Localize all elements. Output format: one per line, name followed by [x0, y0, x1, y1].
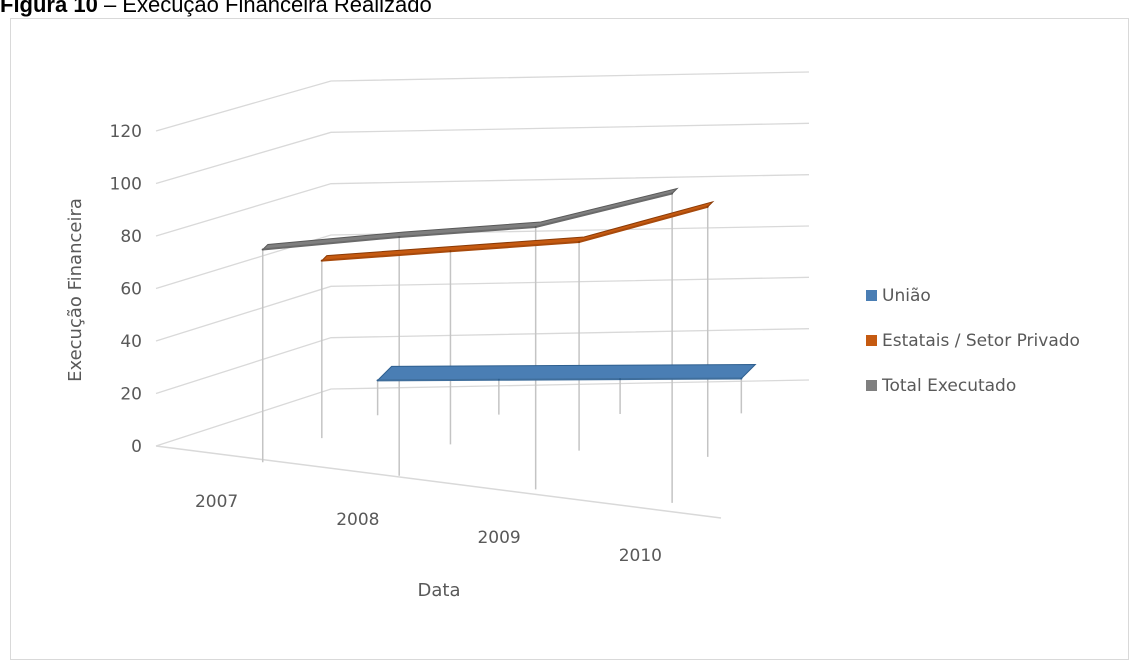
y-tick-label: 100 — [110, 175, 142, 195]
data-point — [671, 192, 674, 195]
data-point — [534, 226, 537, 229]
gridline — [155, 71, 810, 132]
x-tick-label: 2010 — [619, 546, 662, 566]
series-line — [321, 205, 708, 262]
legend-entry: União — [882, 286, 931, 306]
figure-caption-title: – Execução Financeira Realizado — [103, 0, 432, 17]
series-ribbon — [261, 187, 679, 251]
figure-caption: Figura 10 – Execução Financeira Realizad… — [0, 0, 432, 20]
gridline — [155, 328, 810, 395]
series-line — [377, 377, 742, 382]
series-layer — [261, 187, 757, 503]
y-tick-label: 20 — [120, 385, 142, 405]
chart-frame: 0 20 40 60 80 100 120 2007 2008 2009 2010 Execuçã… — [10, 18, 1129, 660]
legend-entry: Estatais / Setor Privado — [882, 331, 1080, 351]
y-axis-title: Execução Financeira — [65, 198, 86, 382]
data-point — [261, 248, 264, 251]
series-line — [262, 192, 673, 251]
floor-front-edge — [155, 445, 722, 519]
y-tick-label: 40 — [120, 332, 142, 352]
chart-svg: 0 20 40 60 80 100 120 2007 2008 2009 2010 Execuçã… — [65, 71, 1080, 601]
data-point — [578, 241, 581, 244]
legend: União Estatais / Setor Privado Total Execu… — [866, 286, 1080, 396]
y-tick-labels: 0 20 40 60 80 100 120 — [110, 122, 142, 457]
data-point — [497, 378, 500, 381]
gridline — [155, 174, 810, 237]
legend-swatch — [866, 290, 877, 301]
y-tick-label: 80 — [120, 227, 142, 247]
gridline — [155, 276, 810, 342]
gridline — [155, 225, 810, 290]
x-axis-title: Data — [418, 580, 461, 601]
gridline — [155, 379, 810, 447]
x-tick-label: 2009 — [477, 528, 520, 548]
gridline — [155, 122, 810, 185]
data-point — [706, 205, 709, 208]
x-tick-label: 2007 — [195, 492, 238, 512]
legend-swatch — [866, 335, 877, 346]
y-tick-label: 60 — [120, 280, 142, 300]
x-tick-labels: 2007 2008 2009 2010 — [195, 492, 662, 566]
data-point — [449, 250, 452, 253]
y-tick-label: 0 — [131, 437, 142, 457]
x-tick-label: 2008 — [336, 510, 379, 530]
figure-caption-prefix: Figura 10 — [0, 0, 98, 17]
data-point — [376, 379, 379, 382]
y-tick-label: 120 — [110, 122, 142, 142]
data-point — [619, 378, 622, 381]
legend-entry: Total Executado — [881, 376, 1016, 396]
data-point — [320, 259, 323, 262]
gridlines — [155, 71, 810, 519]
data-point — [398, 235, 401, 238]
legend-swatch — [866, 380, 877, 391]
data-point — [740, 377, 743, 380]
